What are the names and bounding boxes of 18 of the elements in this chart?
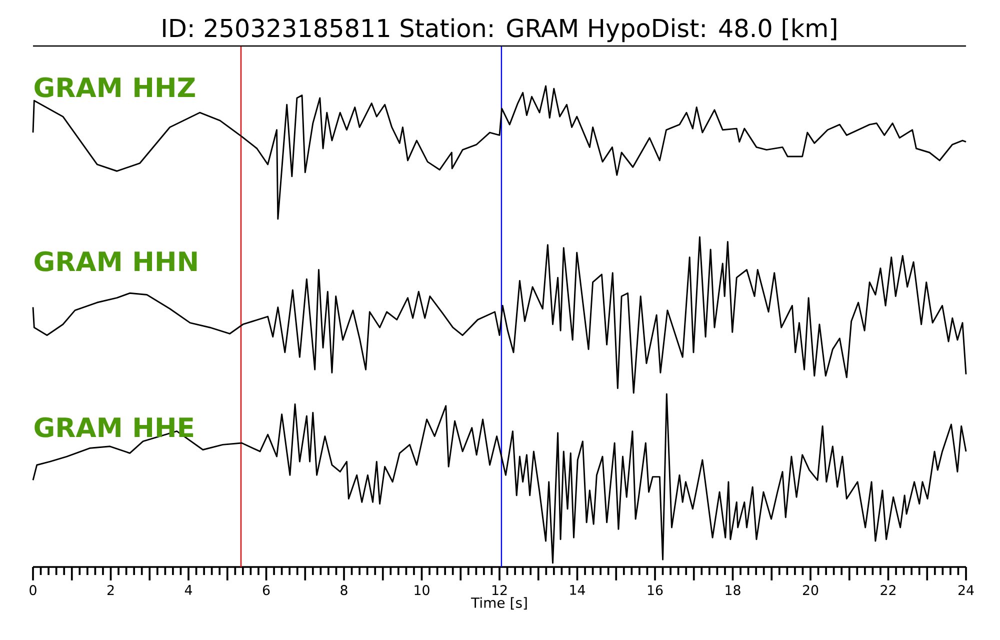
x-tick-label: 2 — [107, 585, 114, 595]
x-tick-label: 18 — [726, 585, 740, 596]
series-label: GRAM HHE — [34, 417, 194, 438]
x-tick-label: 22 — [880, 585, 896, 595]
x-tick-label: 6 — [262, 585, 270, 596]
series-label: GRAM HHN — [34, 251, 197, 272]
chart-title: ID: 250323185811 Station: GRAM HypoDist: 48.0 [km] — [163, 18, 836, 42]
x-tick-label: 16 — [648, 585, 663, 596]
x-tick-label: 24 — [958, 585, 974, 595]
x-tick-label: 12 — [492, 585, 507, 595]
series-label: GRAM HHZ — [34, 77, 195, 98]
x-tick-label: 8 — [340, 585, 348, 596]
x-tick-label: 14 — [570, 585, 585, 595]
x-tick-label: 20 — [803, 585, 818, 596]
x-axis-title: Time [s] — [470, 597, 527, 610]
x-tick-label: 10 — [414, 585, 430, 596]
x-tick-label: 0 — [30, 585, 36, 596]
x-tick-label: 4 — [184, 585, 192, 595]
